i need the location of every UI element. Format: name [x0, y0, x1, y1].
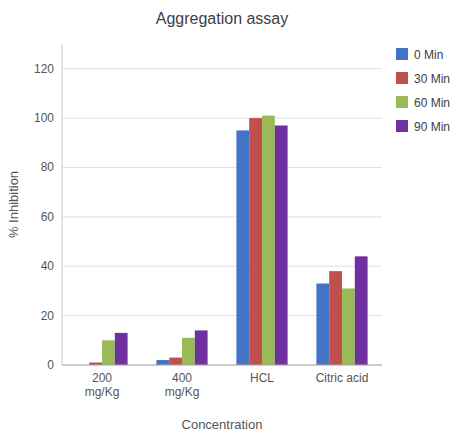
bar: [156, 360, 169, 365]
legend-label: 0 Min: [414, 48, 443, 62]
y-tick-label: 0: [47, 358, 54, 372]
legend-label: 90 Min: [414, 120, 450, 134]
bar: [355, 256, 368, 365]
y-axis-line: [62, 44, 63, 365]
bar: [182, 338, 195, 365]
bar: [102, 340, 115, 365]
bars: [89, 116, 367, 365]
grid: [62, 69, 382, 365]
bar: [249, 118, 262, 365]
y-tick-label: 100: [34, 111, 54, 125]
x-tick-label-line: HCL: [250, 371, 274, 385]
legend-swatch: [396, 120, 408, 132]
legend-swatch: [396, 48, 408, 60]
y-axis-label: % Inhibition: [6, 171, 21, 238]
x-tick-label: 400mg/Kg: [165, 371, 200, 399]
x-tick-label: Citric acid: [316, 371, 369, 385]
bar: [342, 288, 355, 365]
bar: [195, 330, 208, 365]
x-axis-line: [62, 365, 382, 366]
grid-line: [62, 167, 382, 168]
legend: 0 Min 30 Min 60 Min 90 Min: [396, 48, 450, 134]
y-tick-label: 40: [41, 259, 55, 273]
x-tick-label-line: mg/Kg: [165, 385, 200, 399]
legend-swatch: [396, 96, 408, 108]
bar: [169, 358, 182, 365]
legend-label: 30 Min: [414, 72, 450, 86]
grid-line: [62, 118, 382, 119]
x-tick-label-line: Citric acid: [316, 371, 369, 385]
bar: [329, 271, 342, 365]
bar: [275, 125, 288, 365]
x-tick-label: 200mg/Kg: [85, 371, 120, 399]
bar: [115, 333, 128, 365]
y-tick-label: 80: [41, 160, 55, 174]
title: Aggregation assay: [156, 10, 289, 27]
y-tick-label: 120: [34, 62, 54, 76]
x-tick-label-line: 200: [92, 371, 112, 385]
grid-line: [62, 68, 382, 69]
grid-line: [62, 266, 382, 267]
x-tick-label-line: mg/Kg: [85, 385, 120, 399]
x-axis-label: Concentration: [182, 417, 263, 432]
legend-swatch: [396, 72, 408, 84]
x-tick-label: HCL: [250, 371, 274, 385]
bar: [316, 284, 329, 365]
x-tick-label-line: 400: [172, 371, 192, 385]
legend-label: 60 Min: [414, 96, 450, 110]
chart: Aggregation assay020406080100120200mg/Kg…: [0, 0, 474, 443]
y-tick-label: 60: [41, 210, 55, 224]
bar: [262, 116, 275, 365]
grid-line: [62, 216, 382, 217]
grid-line: [62, 365, 382, 366]
bar: [236, 130, 249, 365]
y-tick-label: 20: [41, 309, 55, 323]
